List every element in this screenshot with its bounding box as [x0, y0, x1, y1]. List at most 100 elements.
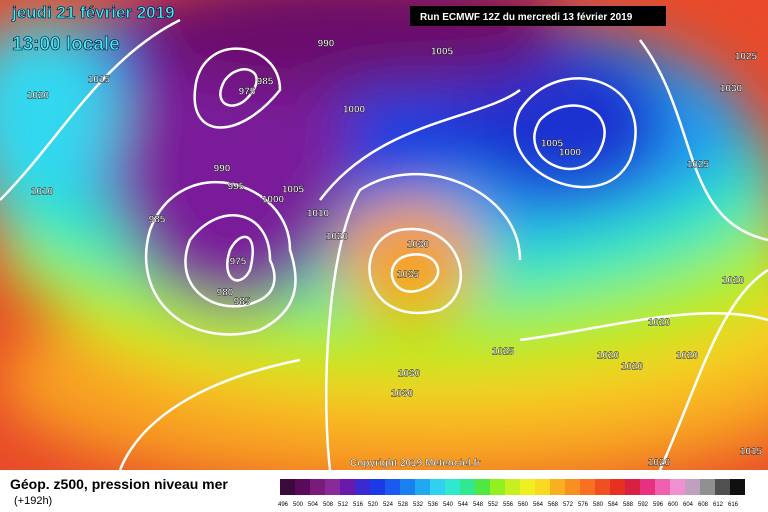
isobar-label: 1005 [282, 185, 305, 196]
scale-label: 520 [368, 502, 379, 508]
isobar-label: 1020 [648, 458, 671, 469]
scale-swatch [460, 479, 475, 495]
isobar-label: 1015 [88, 75, 111, 86]
isobar-label: 1020 [597, 351, 620, 362]
scale-swatch [685, 479, 700, 495]
scale-swatch [580, 479, 595, 495]
scale-label: 584 [608, 502, 619, 508]
isobar-label: 1035 [397, 270, 420, 281]
scale-label: 588 [623, 502, 634, 508]
scale-swatch [310, 479, 325, 495]
isobar-label: 1030 [720, 84, 743, 95]
map-field [0, 0, 768, 470]
scale-swatch [295, 479, 310, 495]
scale-label: 528 [398, 502, 409, 508]
scale-label: 592 [638, 502, 649, 508]
legend-subtitle: (+192h) [14, 495, 52, 507]
isobar-label: 1020 [326, 232, 349, 243]
scale-label: 608 [698, 502, 709, 508]
isobar-label: 1025 [492, 347, 515, 358]
scale-label: 580 [593, 502, 604, 508]
isobar-label: 985 [257, 77, 274, 88]
scale-label: 516 [353, 502, 364, 508]
scale-swatch [505, 479, 520, 495]
scale-label: 540 [443, 502, 454, 508]
copyright: Copyright 2019 Meteociel.fr [350, 458, 481, 469]
isobar-label: 1030 [398, 369, 421, 380]
time-title: 13:00 locale [12, 34, 120, 55]
scale-swatch [715, 479, 730, 495]
scale-label: 612 [713, 502, 724, 508]
scale-swatch [535, 479, 550, 495]
scale-label: 552 [488, 502, 499, 508]
isobar-label: 975 [239, 87, 256, 98]
isobar-label: 1020 [27, 91, 50, 102]
isobar-label: 1020 [676, 351, 699, 362]
scale-label: 508 [323, 502, 334, 508]
scale-swatch [520, 479, 535, 495]
scale-label: 524 [383, 502, 394, 508]
isobar-label: 995 [228, 182, 245, 193]
isobar-label: 1030 [391, 389, 414, 400]
scale-label: 596 [653, 502, 664, 508]
scale-swatch [445, 479, 460, 495]
color-scale: 496 500 504 508 512 516 520 524 528 532 536 540 544 5… [278, 479, 745, 508]
legend-title: Géop. z500, pression niveau mer [10, 476, 228, 492]
scale-swatch [370, 479, 385, 495]
isobar-label: 990 [318, 39, 335, 50]
isobar-label: 1000 [343, 105, 366, 116]
scale-swatch [430, 479, 445, 495]
scale-label: 604 [683, 502, 694, 508]
isobar-label: 1005 [431, 47, 454, 58]
date-title: jeudi 21 février 2019 [11, 3, 175, 22]
scale-swatch [640, 479, 655, 495]
scale-swatch [355, 479, 370, 495]
isobar-label: 1020 [621, 362, 644, 373]
scale-swatch [610, 479, 625, 495]
scale-label: 504 [308, 502, 319, 508]
isobar-label: 985 [234, 297, 251, 308]
scale-swatch [325, 479, 340, 495]
isobar-label: 980 [217, 288, 234, 299]
run-info: Run ECMWF 12Z du mercredi 13 février 201… [420, 12, 633, 23]
scale-label: 600 [668, 502, 679, 508]
scale-swatch [700, 479, 715, 495]
scale-swatch [565, 479, 580, 495]
scale-label: 548 [473, 502, 484, 508]
isobars [0, 18, 768, 470]
scale-label: 496 [278, 502, 289, 508]
scale-label: 544 [458, 502, 469, 508]
isobar-label: 990 [214, 164, 231, 175]
scale-label: 532 [413, 502, 424, 508]
isobar-label: 1025 [735, 52, 758, 63]
scale-label: 556 [503, 502, 514, 508]
scale-label: 616 [728, 502, 739, 508]
isobar-label: 1015 [740, 447, 763, 458]
isobar-label: 1005 [541, 139, 564, 150]
scale-swatch [655, 479, 670, 495]
scale-label: 560 [518, 502, 529, 508]
scale-swatch [730, 479, 745, 495]
scale-swatch [625, 479, 640, 495]
isobar-label: 1020 [648, 318, 671, 329]
scale-swatch [550, 479, 565, 495]
scale-swatch [385, 479, 400, 495]
isobar-label: 1025 [687, 160, 710, 171]
scale-swatch [670, 479, 685, 495]
isobar-label: 1020 [722, 276, 745, 287]
isobar-label: 1010 [31, 187, 54, 198]
isobar-label: 1000 [559, 148, 582, 159]
scale-swatch [595, 479, 610, 495]
scale-label: 536 [428, 502, 439, 508]
scale-swatch [340, 479, 355, 495]
scale-swatch [475, 479, 490, 495]
isobar-label: 1030 [407, 240, 430, 251]
isobar-label: 975 [230, 257, 247, 268]
scale-label: 576 [578, 502, 589, 508]
scale-label: 572 [563, 502, 574, 508]
scale-label: 500 [293, 502, 304, 508]
isobar-label: 1000 [262, 195, 285, 206]
